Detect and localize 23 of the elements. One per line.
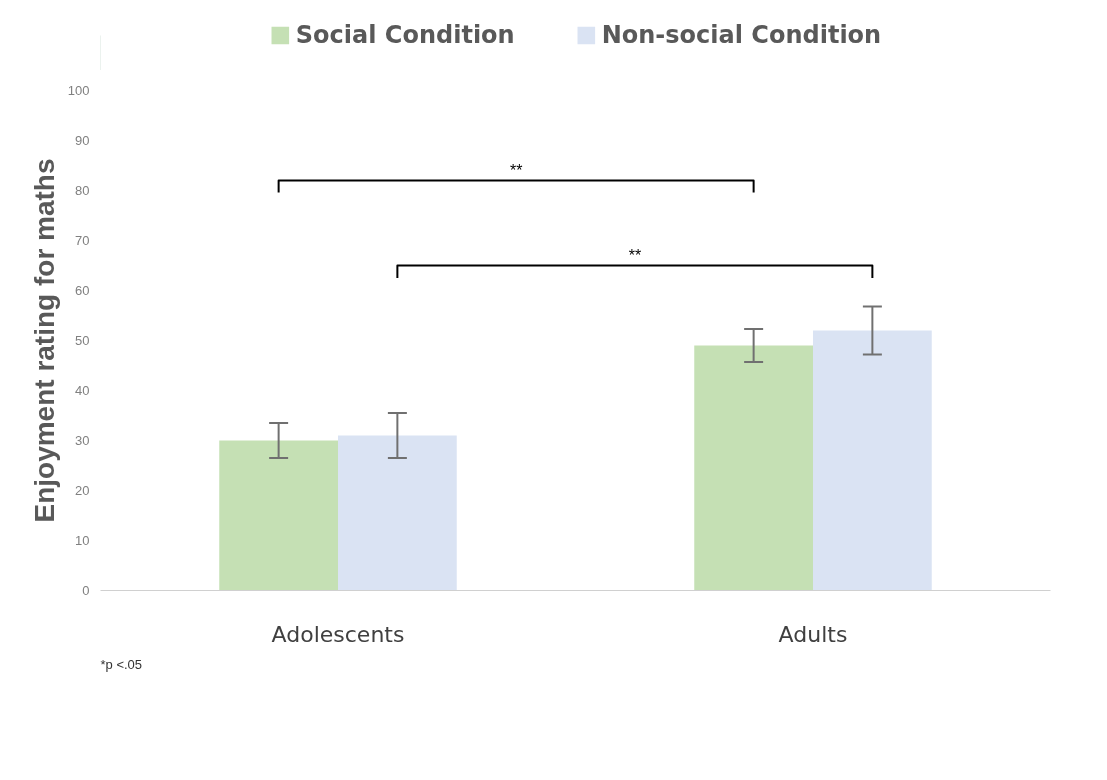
legend-label: Social Condition (295, 21, 515, 49)
text: *p <.05 (100, 656, 143, 672)
bar (338, 435, 457, 591)
legend-label: Non-social Condition (601, 21, 882, 49)
y-tick-label: 50 (75, 333, 90, 348)
bar (813, 330, 932, 591)
y-tick-label: 30 (75, 433, 90, 448)
y-axis-title: Enjoyment rating for maths (28, 158, 60, 523)
annotation: ** (628, 246, 642, 264)
y-tick-label: 10 (75, 533, 90, 548)
bar (694, 345, 813, 591)
y-tick-label: 40 (75, 383, 90, 398)
y-tick-label: 70 (75, 233, 90, 248)
x-tick-label: Adults (778, 621, 848, 647)
x-tick-label: Adolescents (271, 621, 405, 647)
y-tick-label: 80 (75, 183, 90, 198)
y-tick-label: 90 (75, 133, 90, 148)
y-tick-label: 0 (82, 583, 90, 598)
annotation: ** (509, 161, 523, 179)
y-tick-label: 60 (75, 283, 90, 298)
y-tick-label: 100 (67, 83, 90, 98)
bar (219, 440, 338, 591)
y-tick-label: 20 (75, 483, 90, 498)
